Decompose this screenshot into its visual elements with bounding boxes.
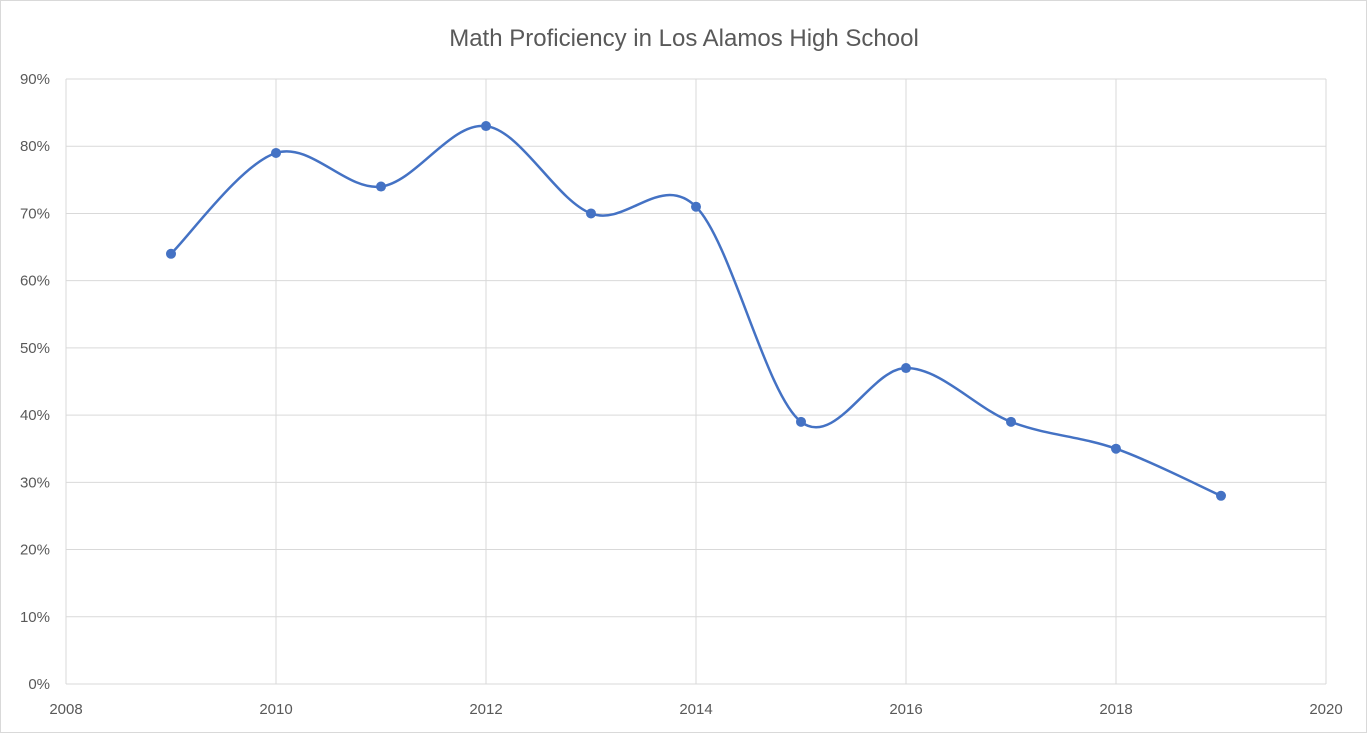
y-tick-label: 10% (20, 609, 50, 626)
y-tick-label: 30% (20, 474, 50, 491)
x-tick-label: 2020 (1309, 701, 1342, 718)
data-point (1216, 490, 1226, 501)
y-tick-label: 80% (20, 138, 50, 155)
y-tick-label: 70% (20, 205, 50, 222)
data-point (376, 181, 386, 192)
x-tick-label: 2014 (679, 701, 712, 718)
data-point (691, 201, 701, 212)
y-tick-label: 50% (20, 340, 50, 357)
x-tick-label: 2008 (49, 701, 82, 718)
x-tick-label: 2016 (889, 701, 922, 718)
data-point (271, 147, 281, 158)
y-tick-label: 0% (28, 676, 50, 693)
data-point (901, 363, 911, 374)
data-point (166, 248, 176, 259)
series (166, 121, 1226, 501)
data-point (481, 121, 491, 132)
x-tick-label: 2012 (469, 701, 502, 718)
data-point (1006, 416, 1016, 427)
grid (65, 78, 1327, 685)
axes: 0% 10% 20% 30% 40% 50% 60% 70% 80% 90% 2008 2010 201… (20, 71, 1343, 718)
x-tick-label: 2018 (1099, 701, 1132, 718)
chart-title: Math Proficiency in Los Alamos High Scho… (449, 25, 919, 52)
data-point (586, 208, 596, 219)
y-tick-label: 40% (20, 407, 50, 424)
y-tick-label: 20% (20, 542, 50, 559)
data-point (1111, 443, 1121, 454)
x-tick-label: 2010 (259, 701, 292, 718)
y-tick-label: 60% (20, 273, 50, 290)
y-tick-label: 90% (20, 71, 50, 88)
data-point (796, 416, 806, 427)
